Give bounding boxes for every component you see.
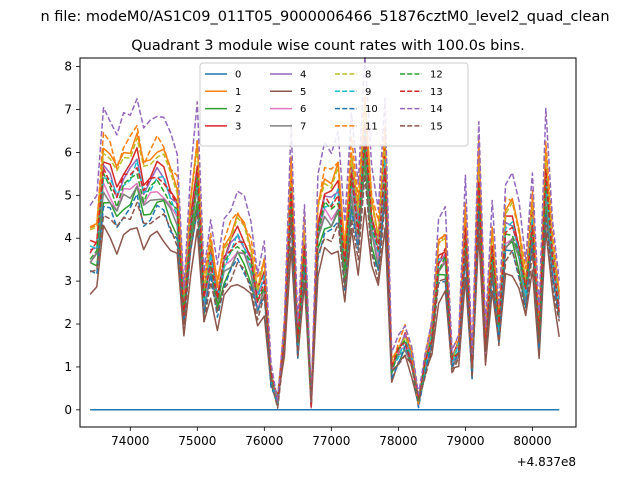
- y-tick-label: 8: [64, 60, 72, 74]
- y-tick-label: 7: [64, 102, 72, 116]
- x-tick-label: 75000: [178, 434, 216, 448]
- x-tick-label: 80000: [513, 434, 551, 448]
- legend-label-1: 1: [235, 87, 241, 98]
- x-tick-label: 78000: [379, 434, 417, 448]
- legend-label-6: 6: [300, 104, 306, 115]
- legend-label-8: 8: [365, 70, 371, 81]
- series-line-15: [89, 173, 560, 409]
- series-line-13: [89, 134, 560, 408]
- chart-title: Quadrant 3 module wise count rates with …: [131, 38, 525, 54]
- legend-label-10: 10: [365, 104, 378, 115]
- legend-label-4: 4: [300, 70, 306, 81]
- plot-lines: [89, 55, 560, 411]
- legend-label-15: 15: [430, 121, 443, 132]
- x-axis: 74000 75000 76000 77000 78000 79000 80000: [111, 427, 552, 448]
- legend-label-9: 9: [365, 87, 371, 98]
- legend-label-12: 12: [430, 70, 443, 81]
- legend-label-11: 11: [365, 121, 378, 132]
- legend-label-2: 2: [235, 104, 241, 115]
- figure-suptitle: n file: modeM0/AS1C09_011T05_9000006466_…: [40, 9, 609, 25]
- x-tick-label: 76000: [245, 434, 283, 448]
- y-tick-label: 6: [64, 145, 72, 159]
- y-tick-label: 2: [64, 317, 72, 331]
- legend-label-0: 0: [235, 70, 241, 81]
- series-line-11: [89, 97, 560, 406]
- legend-label-5: 5: [300, 87, 306, 98]
- y-tick-label: 1: [64, 360, 72, 374]
- y-tick-label: 3: [64, 274, 72, 288]
- y-tick-label: 5: [64, 188, 72, 202]
- legend-label-13: 13: [430, 87, 443, 98]
- legend-label-7: 7: [300, 121, 306, 132]
- x-tick-label: 79000: [446, 434, 484, 448]
- x-offset-label: +4.837e8: [517, 455, 576, 469]
- y-tick-label: 0: [64, 403, 72, 417]
- x-tick-label: 77000: [312, 434, 350, 448]
- legend-label-3: 3: [235, 121, 241, 132]
- y-axis: 0 1 2 3 4 5 6 7 8: [64, 60, 80, 417]
- series-line-14: [89, 55, 560, 403]
- x-tick-label: 74000: [111, 434, 149, 448]
- plot-frame: [79, 57, 577, 428]
- legend-label-14: 14: [430, 104, 443, 115]
- y-tick-label: 4: [64, 231, 72, 245]
